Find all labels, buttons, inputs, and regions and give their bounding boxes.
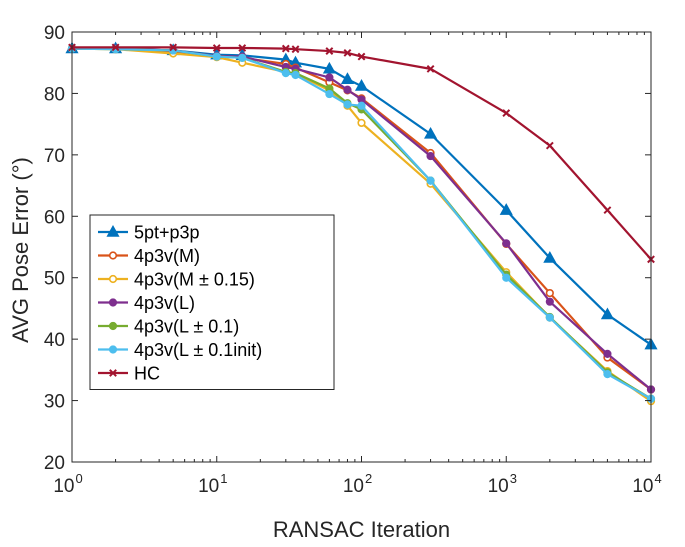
data-point (426, 151, 435, 161)
data-point (502, 239, 511, 248)
x-tick-label: 102 (343, 471, 372, 497)
data-point (502, 109, 511, 117)
legend-item: 5pt+p3p (98, 223, 200, 243)
data-point (600, 307, 614, 320)
data-point (281, 44, 290, 53)
legend-label: 4p3v(M ± 0.15) (134, 270, 255, 290)
data-point (426, 176, 435, 185)
data-point (322, 61, 336, 74)
data-point (426, 64, 435, 73)
y-tick-label: 90 (44, 23, 65, 44)
data-point (340, 72, 355, 84)
data-point (545, 288, 554, 298)
legend-marker (108, 274, 118, 284)
legend-item: 4p3v(L) (98, 293, 195, 313)
y-tick-label: 30 (44, 392, 65, 413)
legend-item: 4p3v(M) (98, 246, 200, 266)
data-point (281, 69, 290, 78)
data-point (545, 141, 554, 150)
y-tick-label: 40 (44, 330, 65, 351)
legend-marker (108, 298, 118, 307)
legend-marker (108, 345, 118, 354)
data-point (325, 47, 334, 55)
data-point (545, 297, 554, 306)
legend-marker (106, 224, 120, 237)
data-point (502, 273, 511, 282)
legend-marker (108, 251, 118, 260)
data-point (238, 53, 247, 62)
legend-label: 4p3v(L ± 0.1init) (134, 340, 262, 360)
data-point (354, 79, 369, 91)
legend-label: 4p3v(M) (134, 246, 200, 266)
axes-layer: 20 30 40 50 60 70 80 90 100 101 102 103 104 (44, 23, 662, 497)
data-point (424, 126, 438, 139)
data-point (325, 73, 334, 82)
x-axis-title: RANSAC Iteration (273, 517, 450, 542)
y-axis-title: AVG Pose Error (°) (8, 157, 33, 343)
data-point (212, 44, 221, 52)
legend: 5pt+p3p 4p3v(M) 4p3v(M ± 0.15) 4p3v(L) 4p3v(… (89, 214, 335, 390)
data-point (291, 70, 300, 80)
legend-marker (109, 369, 117, 377)
data-point (343, 85, 352, 94)
data-point (238, 44, 247, 52)
data-point (603, 206, 612, 215)
y-tick-label: 20 (44, 453, 65, 474)
data-point (545, 313, 554, 322)
y-tick-label: 50 (44, 269, 65, 290)
series-layer (65, 41, 658, 406)
y-tick-label: 80 (44, 84, 65, 105)
data-point (169, 43, 178, 52)
data-point (357, 101, 366, 110)
data-point (603, 349, 612, 358)
x-tick-label: 101 (198, 471, 227, 497)
data-point (543, 251, 557, 263)
legend-label: 4p3v(L) (134, 293, 195, 313)
x-tick-label: 104 (632, 471, 661, 497)
series-7 (68, 43, 655, 264)
x-tick-label: 100 (53, 471, 82, 497)
data-point (325, 89, 334, 99)
data-point (343, 48, 352, 57)
legend-item: HC (98, 364, 160, 384)
legend-item: 4p3v(L ± 0.1) (98, 317, 239, 337)
legend-label: HC (134, 364, 160, 384)
data-point (357, 118, 366, 128)
legend-box (89, 214, 335, 390)
data-point (603, 370, 612, 379)
data-point (499, 203, 513, 215)
data-point (291, 45, 300, 54)
data-point (357, 52, 366, 61)
legend-item: 4p3v(M ± 0.15) (98, 270, 255, 290)
data-point (343, 100, 352, 109)
x-tick-label: 103 (488, 471, 517, 497)
y-tick-label: 60 (44, 207, 65, 228)
legend-label: 5pt+p3p (134, 223, 200, 243)
legend-label: 4p3v(L ± 0.1) (134, 317, 239, 337)
y-tick-label: 70 (44, 146, 65, 167)
legend-item: 4p3v(L ± 0.1init) (98, 340, 262, 360)
legend-marker (108, 321, 118, 331)
data-point (111, 43, 120, 52)
data-point (212, 52, 221, 61)
